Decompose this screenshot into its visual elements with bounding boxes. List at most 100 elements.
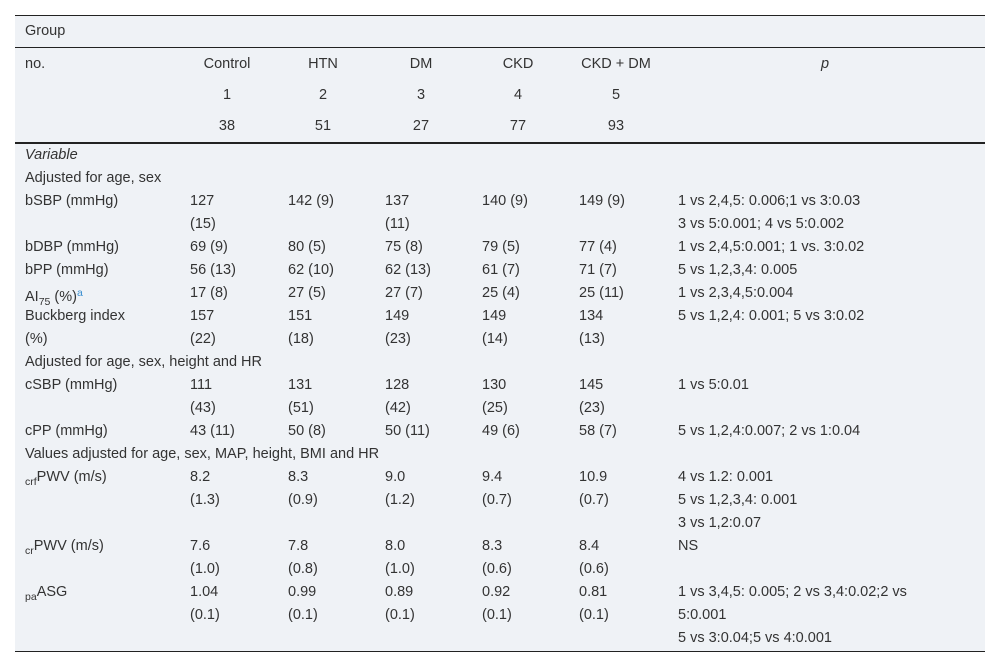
cell-value: 79 (5) [482, 239, 520, 255]
cell-value: (51) [288, 400, 314, 416]
cell-value: 56 (13) [190, 262, 236, 278]
cell-value: 50 (11) [385, 423, 430, 439]
cell-value: (0.6) [579, 561, 609, 577]
rule [15, 47, 985, 48]
group-name: CKD + DM [581, 56, 651, 72]
p-value: 3 vs 5:0.001; 4 vs 5:0.002 [678, 216, 845, 232]
row-label: paASG [25, 583, 67, 606]
cell-value: 61 (7) [482, 262, 520, 278]
variable-heading: Variable [25, 147, 78, 163]
p-value: 1 vs 2,4,5: 0.006;1 vs 3:0.03 [678, 193, 861, 209]
rule [15, 15, 985, 16]
cell-value: (23) [385, 331, 411, 347]
row-label: cSBP (mmHg) [25, 376, 117, 394]
cell-value: 149 [385, 308, 410, 324]
p-value: 5 vs 1,2,3,4: 0.001 [678, 492, 798, 508]
cell-value: 7.8 [288, 538, 309, 554]
p-value: 5:0.001 [678, 607, 727, 623]
label-part: PWV (m/s) [33, 538, 104, 554]
cell-value: (0.7) [579, 492, 609, 508]
cell-value: 80 (5) [288, 239, 326, 255]
cell-value: 71 (7) [579, 262, 617, 278]
p-value: 5 vs 1,2,4: 0.001; 5 vs 3:0.02 [678, 308, 865, 324]
cell-value: 75 (8) [385, 239, 423, 255]
group-number: 1 [222, 87, 232, 103]
section-title: Adjusted for age, sex [25, 170, 162, 186]
cell-value: (0.8) [288, 561, 318, 577]
group-number: 4 [513, 87, 523, 103]
cell-value: (0.1) [385, 607, 415, 623]
cell-value: 25 (11) [579, 285, 624, 301]
cell-value: (43) [190, 400, 216, 416]
label-part: bSBP (mmHg) [25, 193, 119, 209]
header-no: no. [25, 56, 46, 72]
group-name: CKD [502, 56, 534, 72]
cell-value: (0.7) [482, 492, 512, 508]
cell-value: 149 (9) [579, 193, 625, 209]
p-value: 4 vs 1.2: 0.001 [678, 469, 774, 485]
cell-value: 8.3 [288, 469, 309, 485]
rule [15, 651, 985, 652]
label-part: bDBP (mmHg) [25, 239, 119, 255]
cell-value: 157 [190, 308, 215, 324]
p-value: 5 vs 1,2,4:0.007; 2 vs 1:0.04 [678, 423, 861, 439]
cell-value: 7.6 [190, 538, 211, 554]
cell-value: 17 (8) [190, 285, 228, 301]
group-count: 27 [412, 118, 430, 134]
label-part: PWV (m/s) [36, 469, 107, 485]
p-value: 1 vs 3,4,5: 0.005; 2 vs 3,4:0.02;2 vs [678, 584, 907, 600]
label-part: crf [25, 476, 37, 488]
cell-value: (0.1) [579, 607, 609, 623]
cell-value: 145 [579, 377, 604, 393]
cell-value: 69 (9) [190, 239, 228, 255]
label-part: 75 [38, 296, 51, 308]
cell-value: 142 (9) [288, 193, 334, 209]
cell-value: 127 [190, 193, 215, 209]
group-name: HTN [308, 56, 338, 72]
label-part: Buckberg index [25, 308, 125, 324]
row-label: crPWV (m/s) [25, 537, 104, 560]
p-value: 1 vs 5:0.01 [678, 377, 749, 393]
cell-value: (1.3) [190, 492, 220, 508]
group-name: Control [203, 56, 251, 72]
cell-value: 111 [190, 377, 213, 393]
label-part: cPP (mmHg) [25, 423, 108, 439]
section-title: Adjusted for age, sex, height and HR [25, 354, 262, 370]
cell-value: 62 (10) [288, 262, 334, 278]
cell-value: (1.2) [385, 492, 415, 508]
p-value: NS [678, 538, 699, 554]
cell-value: 130 [482, 377, 507, 393]
label-part: (%) [50, 289, 77, 305]
cell-value: (0.1) [482, 607, 512, 623]
label-part: ASG [36, 584, 68, 600]
label-part: a [76, 287, 83, 299]
p-value: 1 vs 2,4,5:0.001; 1 vs. 3:0.02 [678, 239, 865, 255]
cell-value: 8.3 [482, 538, 503, 554]
cell-value: 8.2 [190, 469, 211, 485]
cell-value: 10.9 [579, 469, 608, 485]
cell-value: (14) [482, 331, 508, 347]
cell-value: (0.1) [190, 607, 220, 623]
cell-value: 137 [385, 193, 410, 209]
group-count: 77 [509, 118, 527, 134]
cell-value: (1.0) [385, 561, 415, 577]
cell-value: 77 (4) [579, 239, 617, 255]
label-part: (%) [25, 331, 48, 347]
cell-value: (0.6) [482, 561, 512, 577]
table-background [15, 15, 985, 651]
cell-value: 8.4 [579, 538, 600, 554]
cell-value: (13) [579, 331, 605, 347]
header-group: Group [25, 23, 66, 39]
cell-value: 58 (7) [579, 423, 617, 439]
p-value: 5 vs 3:0.04;5 vs 4:0.001 [678, 630, 832, 646]
cell-value: 0.92 [482, 584, 511, 600]
row-label: bPP (mmHg) [25, 261, 109, 279]
cell-value: 43 (11) [190, 423, 235, 439]
cell-value: 27 (7) [385, 285, 423, 301]
cell-value: 0.99 [288, 584, 317, 600]
row-label: crfPWV (m/s) [25, 468, 107, 491]
cell-value: (42) [385, 400, 411, 416]
rule [15, 142, 985, 144]
cell-value: (22) [190, 331, 216, 347]
